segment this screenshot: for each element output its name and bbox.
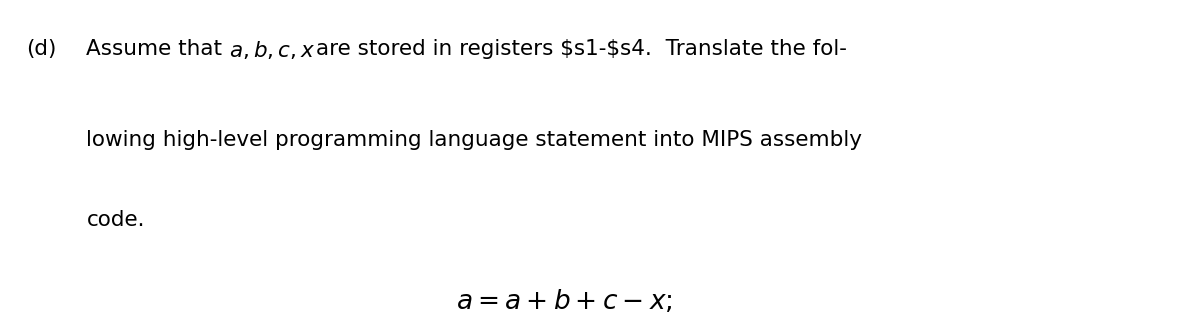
Text: are stored in registers \$s1-\$s4.  Translate the fol-: are stored in registers \$s1-\$s4. Trans… <box>316 39 847 59</box>
Text: (d): (d) <box>26 39 56 59</box>
Text: $a = a + b + c - x;$: $a = a + b + c - x;$ <box>456 288 672 315</box>
Text: Assume that: Assume that <box>86 39 229 59</box>
Text: $a, b, c, x$: $a, b, c, x$ <box>229 39 316 61</box>
Text: lowing high-level programming language statement into MIPS assembly: lowing high-level programming language s… <box>86 130 863 150</box>
Text: code.: code. <box>86 210 145 230</box>
